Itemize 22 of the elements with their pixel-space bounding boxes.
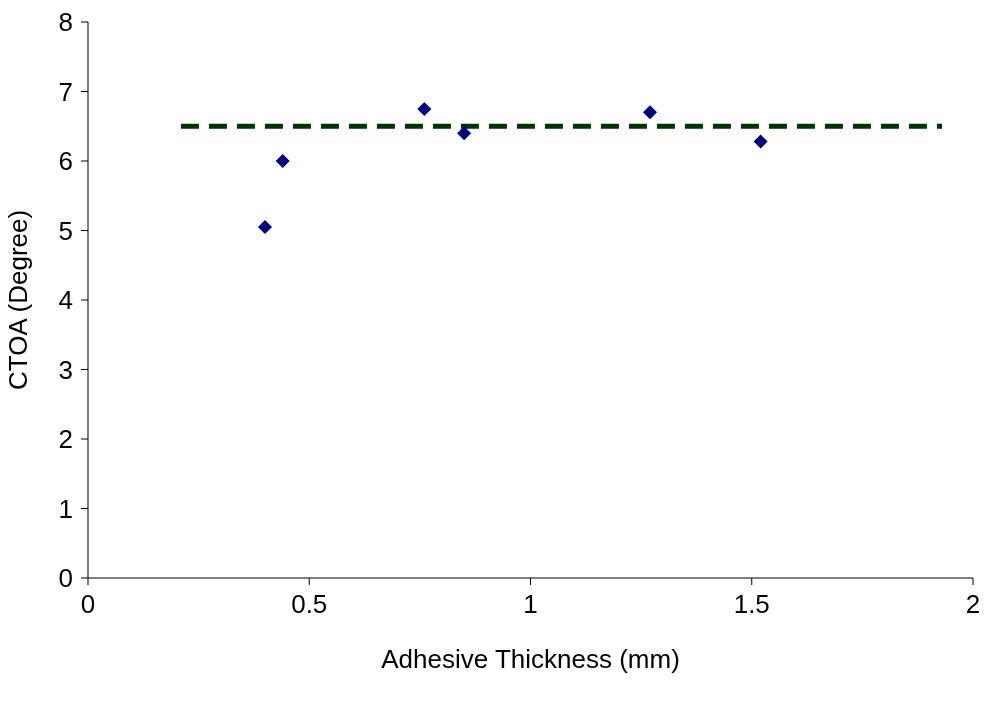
y-tick-label: 8: [58, 7, 73, 38]
y-tick-label: 3: [58, 354, 73, 385]
point: [258, 220, 272, 235]
x-tick-label: 2: [965, 589, 981, 620]
point: [753, 134, 768, 149]
x-axis-title: Adhesive Thickness (mm): [381, 644, 680, 674]
y-tick-label: 6: [58, 146, 73, 177]
y-tick-label: 2: [58, 424, 73, 455]
x-tick-label: 0.5: [291, 589, 328, 620]
y-tick-label: 5: [58, 215, 73, 246]
point: [275, 154, 290, 168]
y-tick-label: 1: [58, 493, 73, 524]
y-tick-label: 7: [58, 76, 73, 107]
y-axis-title: CTOA (Degree): [3, 209, 34, 390]
point: [642, 105, 657, 120]
point: [457, 126, 472, 141]
y-tick-label: 4: [58, 285, 73, 316]
point: [417, 101, 432, 116]
x-tick-label: 1.5: [733, 589, 770, 620]
x-tick-label: 0: [80, 589, 96, 620]
x-tick-label: 1: [523, 589, 538, 620]
y-tick-label: 0: [58, 563, 73, 594]
